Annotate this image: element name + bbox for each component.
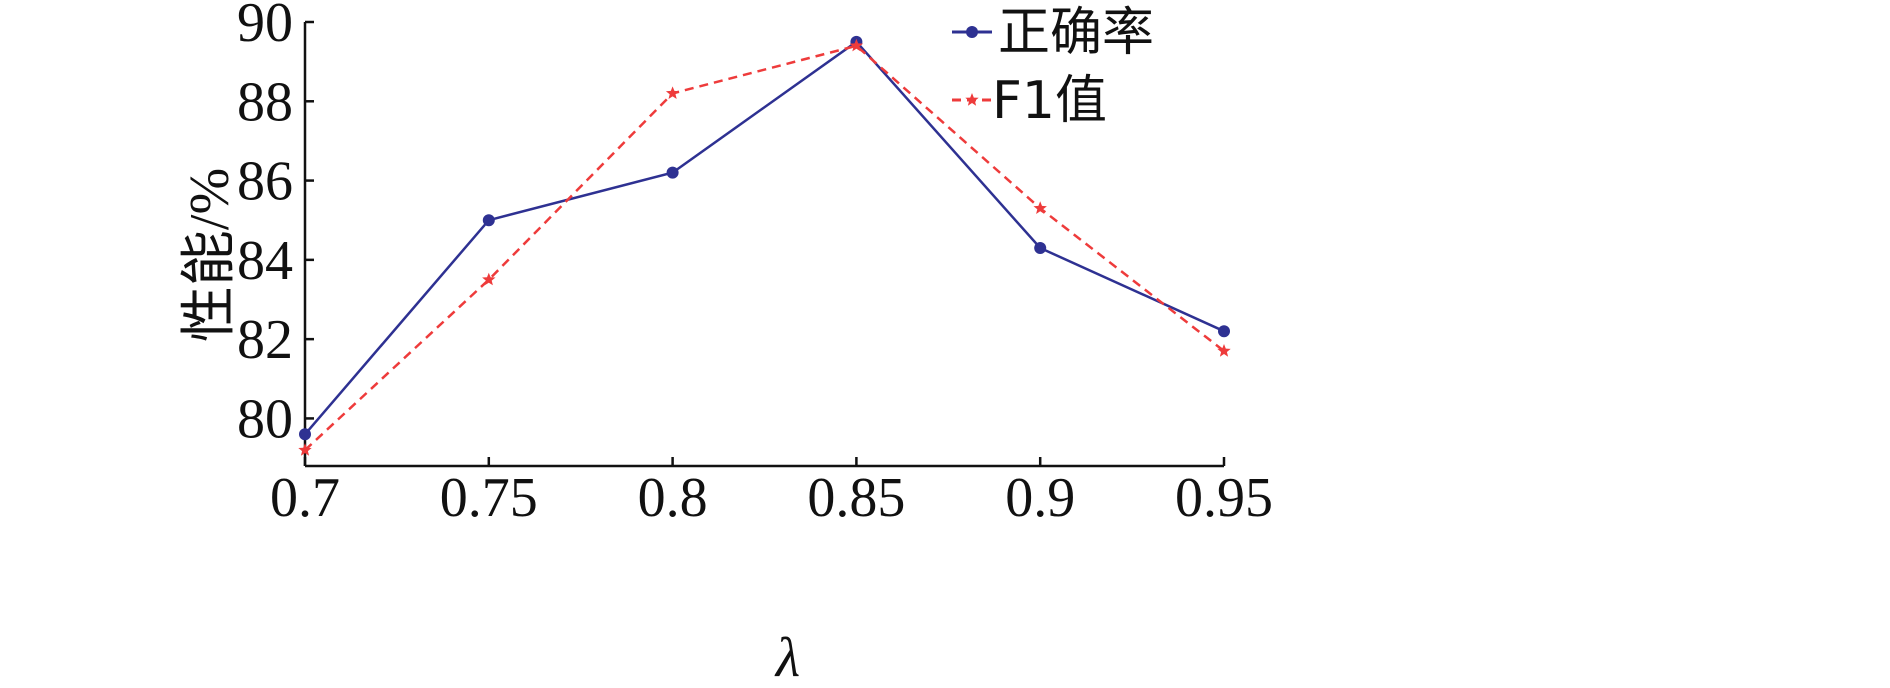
- y-tick-label: 88: [237, 71, 293, 133]
- data-point: [482, 214, 495, 227]
- series-layer: [298, 35, 1231, 456]
- data-point: [666, 166, 679, 179]
- x-tick-label: 0.75: [440, 467, 538, 529]
- data-point: [1034, 241, 1047, 254]
- series-line: [304, 40, 1225, 436]
- series-accuracy: [299, 35, 1230, 441]
- axes: [303, 22, 1224, 468]
- legend-label-f1: F1值: [992, 71, 1107, 131]
- y-tick-label: 90: [237, 0, 293, 54]
- series-f1: [298, 38, 1231, 456]
- legend-label-accuracy: 正确率: [998, 3, 1154, 63]
- data-point: [1033, 201, 1047, 214]
- y-axis-label: 性能/%: [179, 168, 241, 342]
- y-tick-label: 82: [237, 309, 293, 371]
- x-tick-label: 0.9: [1005, 467, 1075, 529]
- legend: 正确率 F1值: [952, 3, 1154, 131]
- data-point: [849, 38, 864, 52]
- legend-marker-f1: [965, 93, 979, 106]
- x-tick-label: 0.7: [270, 467, 340, 529]
- x-tick-label: 0.95: [1175, 467, 1273, 529]
- legend-item-f1: F1值: [952, 71, 1107, 131]
- data-point: [298, 443, 312, 456]
- data-point: [482, 272, 496, 286]
- data-point: [665, 86, 680, 99]
- x-axis-label: λ: [774, 627, 800, 688]
- data-point: [1218, 325, 1230, 338]
- data-point: [299, 428, 311, 441]
- series-line: [304, 44, 1225, 452]
- x-tick-label: 0.85: [807, 467, 905, 529]
- y-ticks: 80 82 84 86 88 90: [237, 0, 314, 450]
- legend-item-accuracy: 正确率: [952, 3, 1154, 63]
- y-tick-label: 84: [237, 230, 293, 292]
- x-ticks: 0.7 0.75 0.8 0.85 0.9 0.95: [270, 457, 1273, 529]
- data-point: [1217, 344, 1231, 357]
- y-tick-label: 80: [237, 388, 293, 450]
- y-tick-label: 86: [237, 151, 293, 213]
- legend-marker-accuracy: [966, 26, 978, 38]
- x-tick-label: 0.8: [638, 467, 708, 529]
